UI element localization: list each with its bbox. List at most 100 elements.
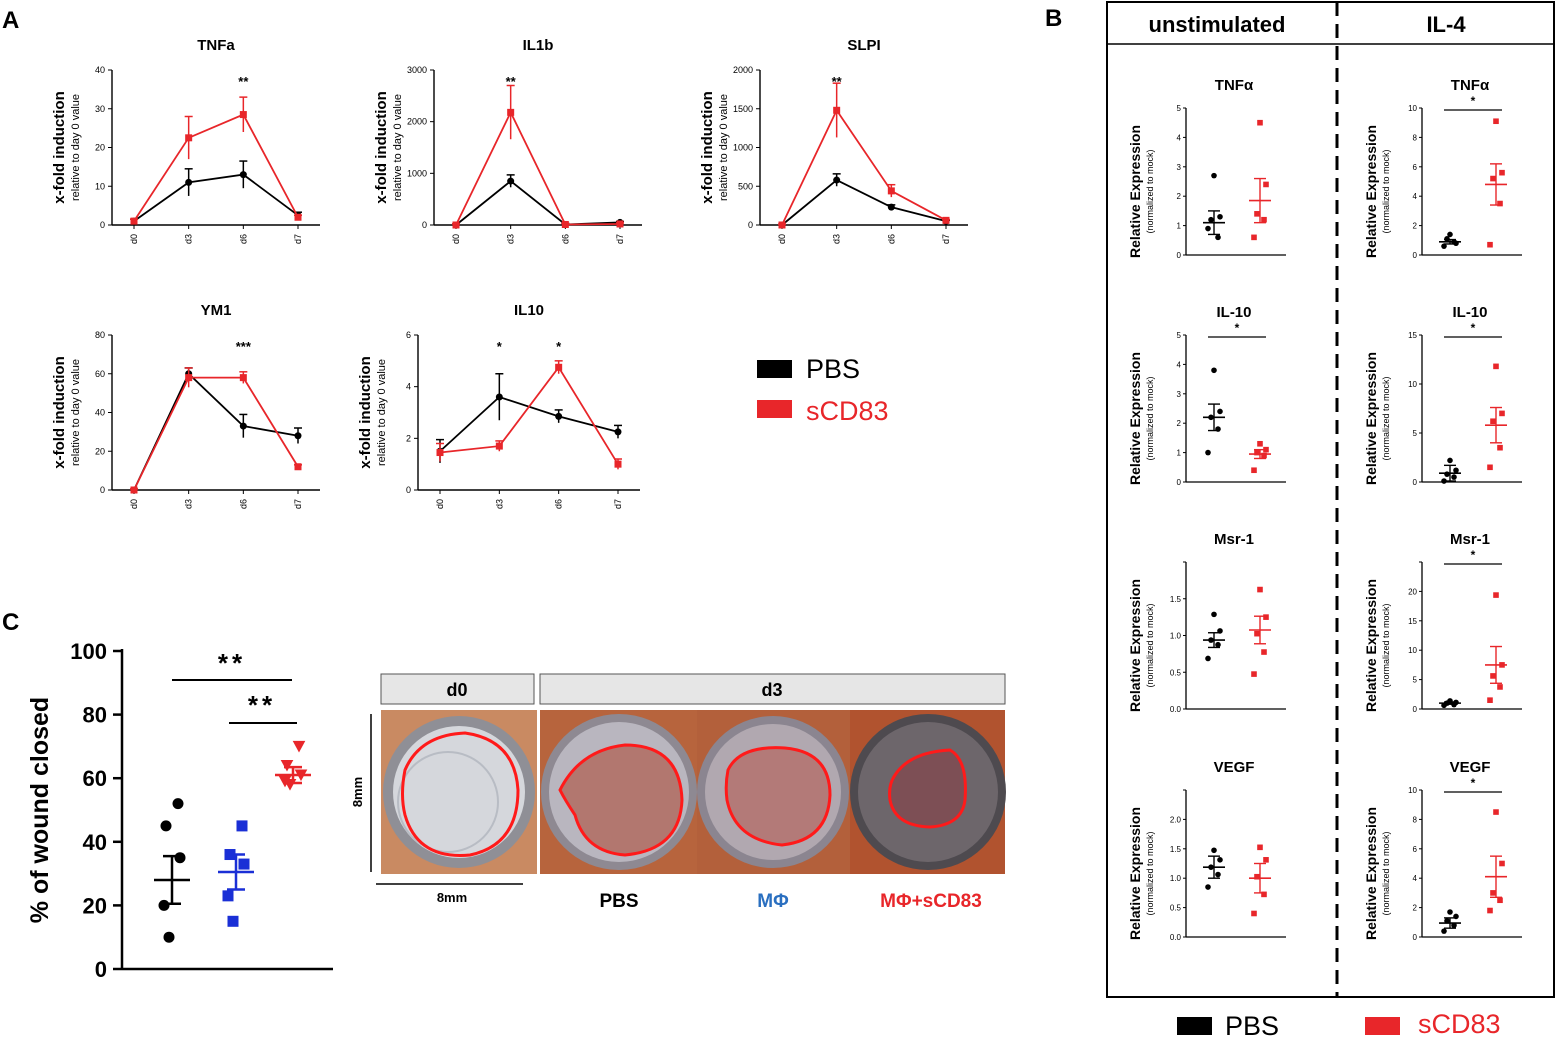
c-wound-point-m-scd83	[278, 775, 292, 788]
header-d3-box	[539, 673, 1006, 705]
a-slpi-xtick-label: d6	[886, 234, 896, 244]
b-unstim-vegf-point-pbs	[1215, 871, 1221, 878]
b-il4-vegf-point-scd83	[1490, 890, 1496, 896]
b-unstim-vegf-chart: VEGF 0.0 0.5 1.0 1.5 2.0 Relative Expression (n…	[1127, 759, 1286, 942]
a-il10-xtick-label: d7	[613, 499, 623, 509]
a-il10-point-scd83	[436, 449, 444, 457]
header-d0-box	[380, 673, 535, 705]
scale-label-horizontal: 8mm	[437, 890, 467, 905]
b-il4-il10-ytick-label: 15	[1408, 331, 1417, 340]
b-il4-vegf-chart: VEGF 0 2 4 6 8 10 Relative Expression (normalize…	[1363, 759, 1522, 942]
panel-c-sig-2: **	[248, 690, 276, 720]
b-unstim-msr1-point-scd83	[1257, 586, 1263, 593]
a-il10-sig: *	[497, 339, 503, 354]
b-il4-msr1-ytick-label: 20	[1408, 587, 1417, 596]
wound-image-pbs	[540, 710, 697, 874]
a-il10-point-scd83	[555, 363, 563, 371]
c-wound-ytick-label: 40	[83, 830, 107, 855]
b-il4-il10-point-scd83	[1497, 444, 1503, 451]
b-unstim-tnfa-point-pbs	[1205, 225, 1211, 232]
b-il4-tnfa-point-pbs	[1453, 240, 1459, 247]
b-il4-msr1-point-scd83	[1497, 684, 1503, 690]
b-unstim-vegf-ytick-label: 0.0	[1170, 933, 1182, 942]
image-label-mphi: MΦ	[757, 891, 789, 912]
b-il4-il10-point-scd83	[1487, 464, 1493, 471]
b-unstim-msr1-ytick-label: 0.0	[1170, 705, 1182, 714]
b-il4-il10-point-pbs	[1451, 474, 1457, 480]
b-il4-msr1-point-scd83	[1490, 673, 1496, 679]
b-il4-tnfa-sig: *	[1471, 94, 1476, 108]
b-il4-vegf-point-pbs	[1441, 928, 1447, 934]
a-ym1-ytick-label: 80	[95, 330, 105, 340]
a-ym1-chart: YM1 0 20 40 60 80 d0 d3 d6 d7 x-fold induction rela…	[51, 302, 320, 509]
b-unstim-il10-ytick-label: 0	[1177, 478, 1182, 487]
b-unstim-il10-point-scd83	[1263, 446, 1269, 453]
b-unstim-tnfa-point-pbs	[1208, 216, 1214, 223]
b-unstim-il10-point-scd83	[1251, 467, 1257, 474]
b-il4-tnfa-ytick-label: 10	[1408, 104, 1417, 113]
b-unstim-il10-chart: IL-10 0 1 2 3 4 5 Relative Expression (normalize…	[1127, 304, 1286, 487]
a-slpi-xtick-label: d3	[832, 234, 842, 244]
a-ym1-point-pbs	[239, 422, 247, 430]
a-il1b-sig: **	[506, 74, 517, 89]
b-il4-tnfa-point-scd83	[1487, 241, 1493, 248]
a-ym1-ytick-label: 60	[95, 369, 105, 379]
a-slpi-ytick-label: 1500	[733, 104, 753, 114]
a-slpi-point-scd83	[833, 106, 841, 114]
a-slpi-point-pbs	[833, 176, 841, 184]
b-il4-il10-chart: IL-10 0 5 10 15 Relative Expression (normalize…	[1363, 304, 1522, 487]
a-ym1-line-scd83	[133, 376, 299, 491]
a-tnfa-ylabel: x-fold induction relative to day 0 value	[51, 91, 82, 203]
header-d3-label: d3	[761, 680, 782, 700]
b-il4-tnfa-ytick-label: 8	[1413, 133, 1418, 142]
b-il4-msr1-ytick-label: 15	[1408, 617, 1417, 626]
b-unstim-vegf-point-scd83	[1257, 844, 1263, 851]
b-unstim-tnfa-chart: TNFα 0 1 2 3 4 5 Relative Expression (normalized…	[1127, 77, 1286, 260]
a-il10-xtick-label: d3	[494, 499, 504, 509]
a-il10-sig: *	[556, 339, 562, 354]
b-il4-msr1-point-pbs	[1453, 699, 1459, 706]
a-slpi-line-scd83	[781, 108, 947, 226]
c-wound-ytick-label: 20	[83, 893, 107, 918]
b-unstim-il10-title: IL-10	[1216, 304, 1251, 321]
b-unstim-tnfa-title: TNFα	[1215, 77, 1254, 94]
a-slpi-ytick-label: 1000	[733, 143, 753, 153]
panel-label-c: C	[2, 609, 19, 636]
a-il1b-xtick-label: d7	[615, 234, 625, 244]
legend-a-scd83-swatch	[757, 400, 792, 418]
b-unstim-msr1-ytick-label: 1.5	[1170, 595, 1182, 604]
b-il4-tnfa-ylabel: Relative Expression (normalized to mock)	[1363, 125, 1391, 258]
a-ym1-point-scd83	[294, 463, 302, 471]
b-il4-tnfa-ytick-label: 2	[1413, 222, 1418, 231]
a-tnfa-sig: **	[238, 74, 249, 89]
a-slpi-xtick-label: d7	[941, 234, 951, 244]
a-ym1-ytick-label: 0	[100, 485, 105, 495]
a-ym1-ytick-label: 40	[95, 408, 105, 418]
a-ym1-point-pbs	[294, 432, 302, 440]
b-unstim-tnfa-ytick-label: 5	[1177, 104, 1182, 113]
b-il4-msr1-ylabel: Relative Expression (normalized to mock)	[1363, 579, 1391, 712]
b-unstim-vegf-point-scd83	[1263, 857, 1269, 863]
a-il10-ytick-label: 2	[406, 433, 411, 443]
legend-b-pbs-swatch	[1177, 1017, 1212, 1035]
panel-c-chart: 0 20 40 60 80 100 % of wound closed	[26, 639, 333, 982]
a-tnfa-ytick-label: 20	[95, 143, 105, 153]
b-unstim-il10-ytick-label: 2	[1177, 419, 1182, 428]
a-il1b-point-pbs	[507, 177, 515, 185]
a-ym1-ylabel: x-fold induction relative to day 0 value	[51, 356, 82, 468]
legend-a-pbs-label: PBS	[806, 354, 860, 384]
b-unstim-vegf-title: VEGF	[1214, 759, 1255, 776]
b-il4-vegf-ytick-label: 10	[1408, 786, 1417, 795]
b-unstim-msr1-point-scd83	[1261, 649, 1267, 655]
b-il4-il10-sig: *	[1471, 321, 1476, 335]
a-il10-point-pbs	[495, 393, 503, 401]
b-il4-il10-point-pbs	[1453, 467, 1459, 474]
a-il10-ytick-label: 0	[406, 485, 411, 495]
b-il4-vegf-point-pbs	[1447, 909, 1453, 915]
b-unstim-msr1-point-pbs	[1217, 628, 1223, 634]
a-il1b-title: IL1b	[523, 37, 554, 54]
a-slpi-chart: SLPI 0 500 1000 1500 2000 d0 d3 d6 d7 x-fold induc…	[699, 37, 968, 244]
a-tnfa-xtick-label: d7	[293, 234, 303, 244]
b-il4-msr1-title: Msr-1	[1450, 531, 1490, 548]
